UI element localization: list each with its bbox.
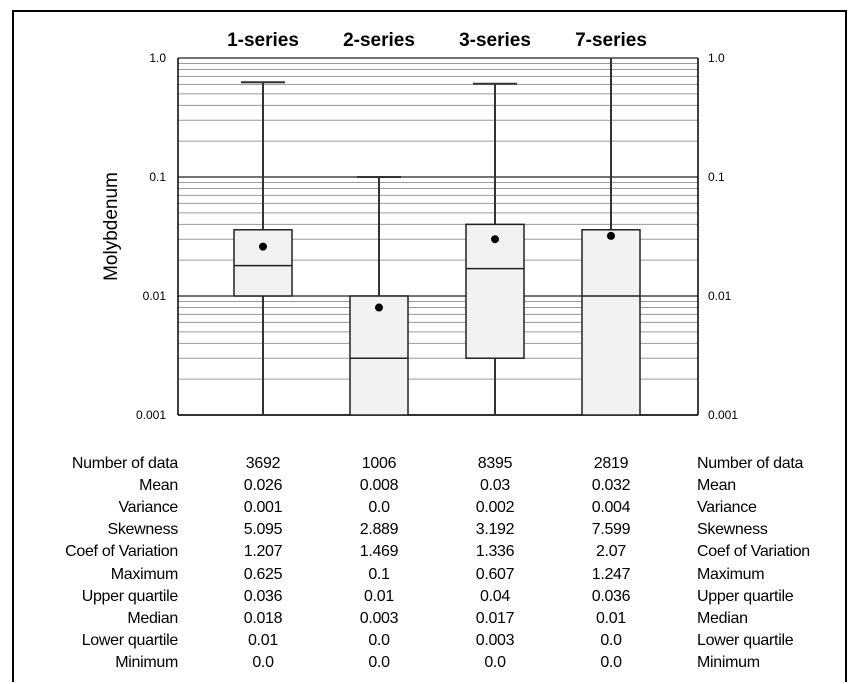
stats-value: 0.0 bbox=[368, 653, 390, 671]
category-label: 1-series bbox=[227, 30, 299, 51]
stats-value: 0.01 bbox=[364, 587, 394, 605]
stats-label-left: Lower quartile bbox=[81, 631, 179, 649]
stats-value: 0.026 bbox=[243, 477, 283, 495]
stats-label-left: Number of data bbox=[71, 455, 178, 472]
mean-marker bbox=[259, 242, 267, 251]
stats-value: 0.008 bbox=[359, 477, 399, 495]
mean-marker bbox=[607, 231, 615, 240]
stats-value: 0.0 bbox=[600, 631, 622, 649]
category-label: 2-series bbox=[343, 30, 415, 51]
stats-label-left: Maximum bbox=[110, 565, 179, 583]
mean-marker bbox=[375, 303, 383, 312]
stats-value: 0.03 bbox=[480, 477, 510, 495]
stats-label-right: Coef of Variation bbox=[697, 543, 810, 561]
stats-label-right: Variance bbox=[697, 499, 757, 517]
stats-row: Lower quartile 0.01 0.0 0.003 0.0 Lower quart… bbox=[0, 632, 855, 654]
y-tick-label-right: 0.01 bbox=[708, 289, 732, 303]
stats-label-right: Mean bbox=[697, 477, 736, 495]
stats-value: 0.01 bbox=[248, 631, 278, 649]
iqr-box bbox=[465, 223, 525, 359]
stats-value: 0.001 bbox=[243, 499, 283, 517]
stats-label-left: Skewness bbox=[107, 521, 178, 539]
stats-row: Maximum 0.625 0.1 0.607 1.247 Maximum bbox=[0, 566, 855, 588]
stats-value: 7.599 bbox=[591, 521, 631, 539]
stats-label-right: Lower quartile bbox=[697, 631, 794, 649]
stats-value: 3692 bbox=[245, 455, 281, 472]
y-tick-label-left: 0.1 bbox=[149, 170, 166, 184]
stats-value: 2.889 bbox=[359, 521, 399, 539]
stats-value: 0.032 bbox=[591, 477, 631, 495]
stats-row: Variance 0.001 0.0 0.002 0.004 Variance bbox=[0, 499, 855, 521]
y-tick-label-right: 0.1 bbox=[708, 170, 725, 184]
stats-row: Upper quartile 0.036 0.01 0.04 0.036 Upper qu… bbox=[0, 588, 855, 610]
stats-value: 0.04 bbox=[480, 587, 510, 605]
figure-frame bbox=[12, 10, 847, 682]
stats-label-right: Median bbox=[697, 609, 748, 627]
stats-label-left: Upper quartile bbox=[81, 587, 179, 605]
stats-label-right: Maximum bbox=[697, 565, 765, 583]
stats-value: 3.192 bbox=[475, 521, 515, 539]
stats-value: 5.095 bbox=[243, 521, 283, 539]
stats-value: 0.0 bbox=[600, 653, 622, 671]
stats-value: 0.01 bbox=[596, 609, 626, 627]
stats-value: 2819 bbox=[593, 455, 629, 472]
stats-value: 8395 bbox=[477, 455, 513, 472]
stats-label-right: Upper quartile bbox=[697, 587, 794, 605]
stats-value: 0.036 bbox=[243, 587, 283, 605]
stats-value: 0.1 bbox=[368, 565, 390, 583]
stats-value: 0.018 bbox=[243, 609, 283, 627]
stats-label-left: Median bbox=[127, 609, 178, 627]
stats-value: 0.0 bbox=[484, 653, 506, 671]
category-label: 3-series bbox=[459, 30, 531, 51]
boxplot-chart: 0.001 0.001 0.01 0.01 0.1 0.1 1.0 1.0 Molybdenum… bbox=[101, 30, 738, 422]
stats-label-left: Mean bbox=[139, 477, 178, 495]
stats-value: 0.003 bbox=[475, 631, 515, 649]
stats-row: Number of data 3692 1006 8395 2819 Number of … bbox=[0, 455, 855, 477]
iqr-box bbox=[233, 229, 293, 297]
stats-value: 0.607 bbox=[475, 565, 515, 583]
stats-value: 1006 bbox=[361, 455, 397, 472]
stats-label-left: Minimum bbox=[115, 653, 178, 671]
y-axis-label: Molybdenum bbox=[101, 172, 122, 281]
stats-value: 1.207 bbox=[243, 543, 283, 561]
stats-value: 1.469 bbox=[359, 543, 399, 561]
stats-value: 0.0 bbox=[368, 499, 390, 517]
stats-row: Median 0.018 0.003 0.017 0.01 Median bbox=[0, 610, 855, 632]
stats-value: 2.07 bbox=[596, 543, 626, 561]
stats-label-right: Skewness bbox=[697, 521, 768, 539]
stats-row: Minimum 0.0 0.0 0.0 0.0 Minimum bbox=[0, 654, 855, 676]
stats-label-left: Variance bbox=[118, 499, 178, 517]
stats-value: 0.003 bbox=[359, 609, 399, 627]
y-tick-label-left: 0.01 bbox=[143, 289, 167, 303]
stats-value: 0.0 bbox=[368, 631, 390, 649]
stats-value: 0.0 bbox=[252, 653, 274, 671]
y-tick-label-right: 0.001 bbox=[708, 408, 738, 422]
y-tick-label-left: 0.001 bbox=[136, 408, 166, 422]
stats-value: 0.017 bbox=[475, 609, 515, 627]
stats-value: 0.004 bbox=[591, 499, 631, 517]
stats-row: Coef of Variation 1.207 1.469 1.336 2.07 Coef… bbox=[0, 543, 855, 565]
stats-label-right: Minimum bbox=[697, 653, 760, 671]
category-label: 7-series bbox=[575, 30, 647, 51]
stats-value: 1.336 bbox=[475, 543, 515, 561]
y-tick-label-right: 1.0 bbox=[708, 51, 725, 65]
mean-marker bbox=[491, 235, 499, 244]
stats-value: 0.036 bbox=[591, 587, 631, 605]
stats-row: Mean 0.026 0.008 0.03 0.032 Mean bbox=[0, 477, 855, 499]
stats-value: 0.625 bbox=[243, 565, 283, 583]
iqr-box bbox=[581, 229, 641, 416]
iqr-box bbox=[349, 295, 409, 416]
stats-label-left: Coef of Variation bbox=[65, 543, 178, 561]
stats-value: 1.247 bbox=[591, 565, 631, 583]
stats-row: Skewness 5.095 2.889 3.192 7.599 Skewness bbox=[0, 521, 855, 543]
stats-value: 0.002 bbox=[475, 499, 515, 517]
stats-label-right: Number of data bbox=[697, 455, 804, 472]
y-tick-label-left: 1.0 bbox=[149, 51, 166, 65]
